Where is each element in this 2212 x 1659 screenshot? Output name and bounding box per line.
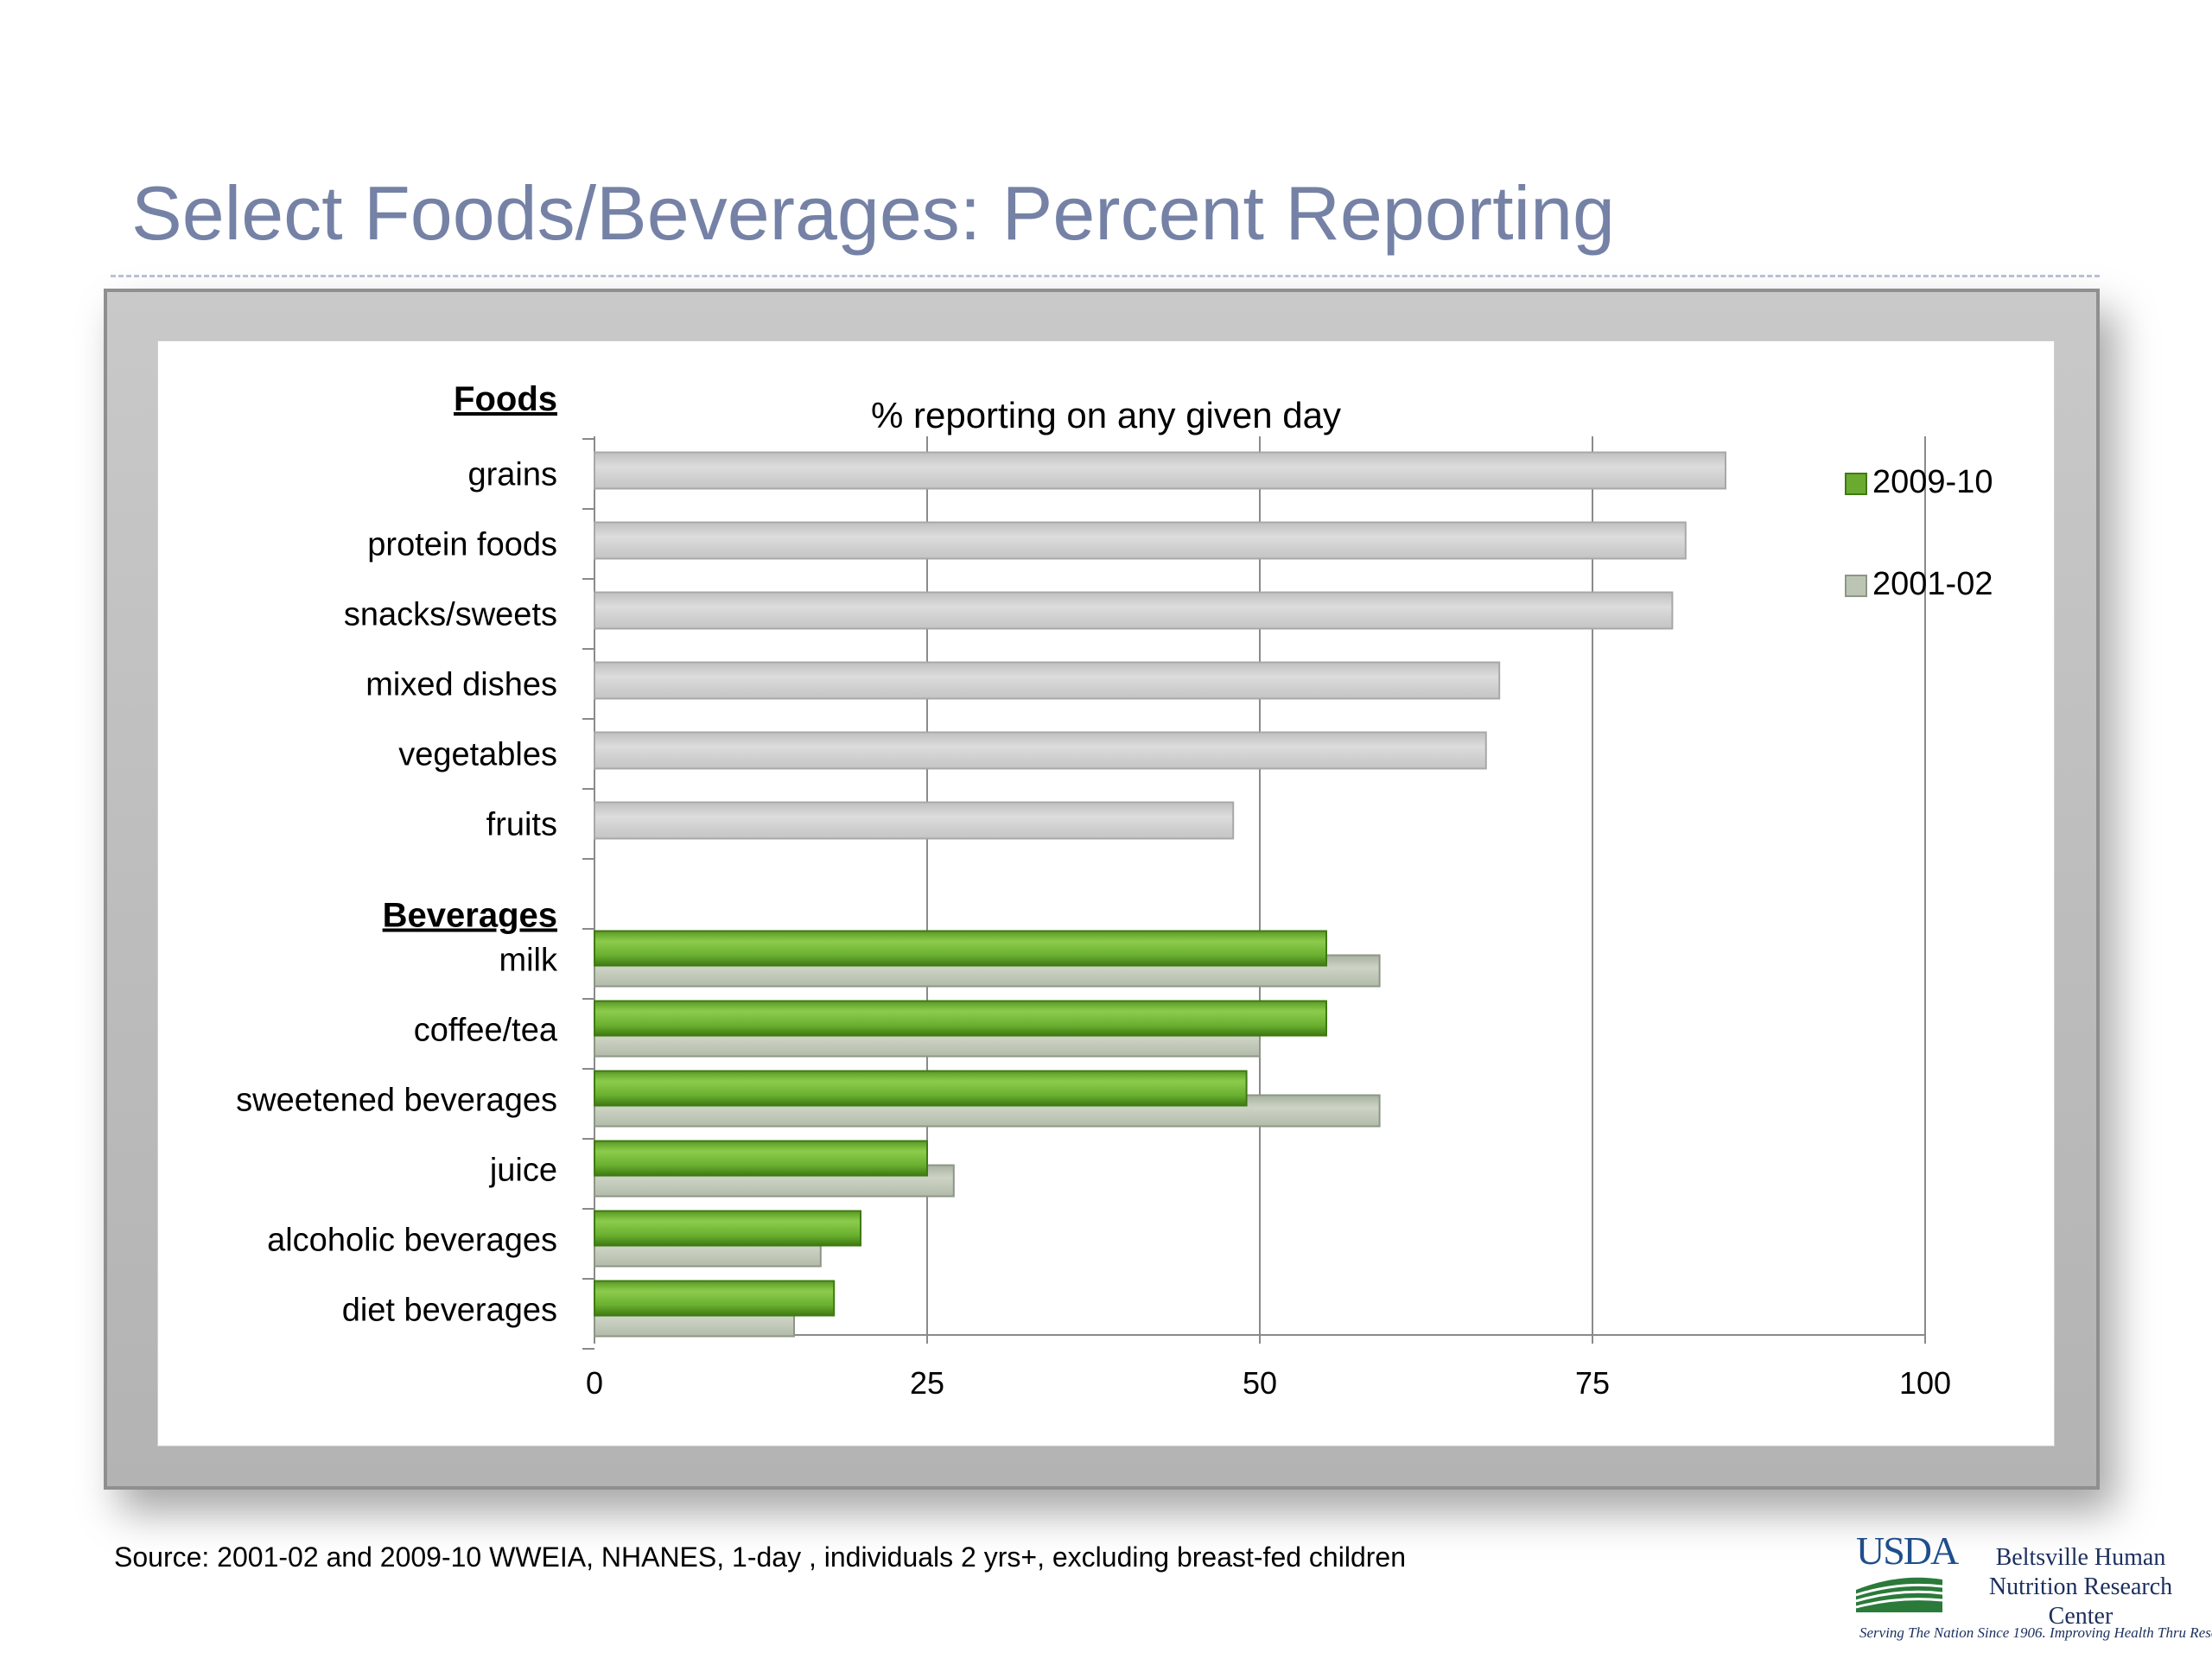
bar-2009-10-diet-beverages <box>594 1280 836 1317</box>
bar-2009-10-juice <box>594 1140 928 1177</box>
category-label: protein foods <box>367 527 557 563</box>
bar-2009-10-coffee-tea <box>594 1000 1327 1037</box>
category-label: grains <box>468 457 558 493</box>
legend-swatch-gray <box>1845 574 1867 597</box>
usda-tagline: Serving The Nation Since 1906. Improving… <box>1859 1624 2212 1641</box>
category-label: diet beverages <box>342 1293 557 1329</box>
bar-food-fruits <box>594 801 1235 840</box>
title-divider <box>111 275 2100 277</box>
category-label: coffee/tea <box>414 1013 558 1049</box>
group-header-foods: Foods <box>454 380 557 418</box>
category-label: alcoholic beverages <box>267 1223 557 1259</box>
usda-wordmark: USDA <box>1856 1529 1959 1573</box>
bar-food-grains <box>594 451 1726 490</box>
legend-label: 2001-02 <box>1872 566 1993 602</box>
category-label: milk <box>499 943 558 979</box>
x-tick-label: 25 <box>910 1365 944 1401</box>
bar-food-vegetables <box>594 731 1487 770</box>
x-tick-label: 50 <box>1243 1365 1277 1401</box>
bar-2009-10-sweetened-beverages <box>594 1070 1248 1107</box>
legend-label: 2009-10 <box>1872 464 1993 500</box>
chart-title: % reporting on any given day <box>870 395 1341 435</box>
legend-swatch-green <box>1845 472 1867 495</box>
x-tick-label: 0 <box>586 1365 603 1401</box>
category-label: mixed dishes <box>365 667 557 703</box>
bar-food-mixed-dishes <box>594 661 1501 700</box>
slide-title: Select Foods/Beverages: Percent Reportin… <box>131 170 1615 256</box>
chart-frame: % reporting on any given day <box>104 289 2100 1490</box>
legend-item-2009-10: 2009-10 <box>1845 464 1993 501</box>
bar-2009-10-alcoholic-beverages <box>594 1210 861 1247</box>
category-label: snacks/sweets <box>344 597 557 633</box>
usda-center-name: Beltsville Human Nutrition Research Cent… <box>1988 1544 2173 1630</box>
legend-item-2001-02: 2001-02 <box>1845 566 1993 603</box>
x-tick-label: 75 <box>1575 1365 1610 1401</box>
bar-2009-10-milk <box>594 930 1327 967</box>
x-tick-label: 100 <box>1899 1365 1951 1401</box>
usda-logo: USDA Beltsville Human Nutrition Research… <box>1856 1528 2212 1649</box>
usda-hills-icon <box>1856 1577 1942 1612</box>
bar-food-snacks-sweets <box>594 591 1674 630</box>
category-label: fruits <box>486 807 557 843</box>
category-label: vegetables <box>398 737 557 773</box>
category-label: juice <box>489 1153 557 1189</box>
bar-chart: 0 25 50 75 100 Foods grains protein foods snacks… <box>236 380 1951 1401</box>
bar-food-protein-foods <box>594 521 1687 560</box>
chart-plot-area: % reporting on any given day <box>157 340 2055 1446</box>
group-header-beverages: Beverages <box>383 897 557 935</box>
source-note: Source: 2001-02 and 2009-10 WWEIA, NHANE… <box>114 1541 1406 1573</box>
category-label: sweetened beverages <box>236 1083 557 1119</box>
